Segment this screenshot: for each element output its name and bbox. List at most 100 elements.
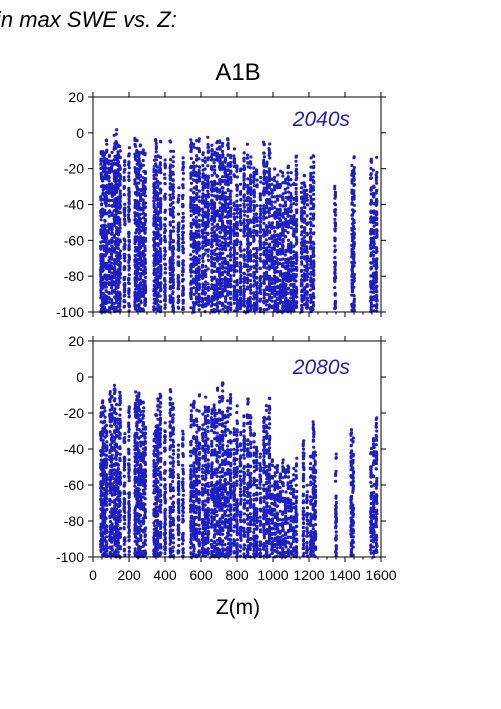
data-point — [110, 194, 114, 198]
data-point — [242, 234, 246, 238]
data-point — [181, 230, 185, 234]
data-point — [159, 171, 163, 175]
data-point — [221, 141, 225, 146]
data-point — [295, 288, 299, 292]
data-point — [154, 141, 158, 146]
data-point — [177, 306, 181, 310]
data-point — [309, 221, 313, 225]
data-point — [305, 283, 309, 287]
data-point — [168, 193, 172, 197]
data-point — [229, 253, 233, 257]
data-point — [104, 232, 108, 236]
data-point — [270, 296, 274, 300]
data-point — [163, 283, 167, 287]
data-point — [127, 208, 131, 212]
data-point — [206, 135, 210, 139]
data-point — [127, 276, 131, 281]
data-point — [198, 199, 202, 203]
data-point — [104, 224, 108, 228]
data-point — [212, 225, 216, 229]
data-point — [248, 267, 252, 271]
data-point — [239, 242, 243, 246]
data-point — [273, 286, 277, 290]
data-point — [101, 256, 105, 260]
data-point — [102, 159, 106, 163]
data-point — [107, 231, 111, 235]
data-point — [235, 260, 239, 265]
data-point — [268, 230, 272, 234]
data-point — [305, 222, 309, 226]
data-point — [156, 267, 160, 272]
data-point — [206, 164, 210, 168]
data-point — [118, 164, 122, 168]
data-point — [312, 217, 316, 221]
data-point — [262, 281, 266, 285]
data-point — [107, 159, 111, 163]
data-point — [291, 219, 296, 223]
data-point — [213, 219, 217, 223]
data-point — [259, 253, 263, 257]
data-point — [118, 300, 122, 304]
data-point — [105, 198, 109, 202]
data-point — [171, 258, 175, 262]
data-point — [206, 248, 210, 252]
data-point — [176, 260, 180, 264]
data-point — [235, 278, 239, 283]
panel-2040s: 200-20-40-60-80-100 2040s — [56, 89, 386, 320]
data-point — [104, 246, 109, 250]
data-point — [272, 281, 277, 285]
data-point — [163, 288, 167, 292]
data-point — [273, 268, 277, 272]
data-point — [299, 269, 303, 273]
data-point — [289, 205, 293, 209]
data-point — [245, 142, 249, 146]
data-point — [223, 199, 227, 203]
figure-heading: in max SWE vs. Z: — [0, 7, 177, 32]
data-point — [238, 203, 242, 208]
data-point — [305, 250, 309, 254]
data-point — [303, 226, 307, 230]
data-point — [156, 249, 160, 253]
data-point — [206, 267, 210, 271]
data-point — [176, 248, 180, 252]
data-point — [215, 235, 219, 239]
data-point — [305, 269, 309, 273]
data-point — [163, 231, 167, 235]
data-point — [275, 290, 279, 294]
data-point — [239, 277, 243, 281]
data-point — [197, 278, 201, 282]
data-point — [206, 233, 210, 237]
data-point — [191, 301, 195, 305]
data-point — [189, 138, 193, 142]
data-point — [220, 281, 224, 285]
data-point — [155, 185, 159, 190]
data-point — [176, 255, 180, 259]
data-point — [110, 198, 114, 202]
data-point — [312, 164, 316, 169]
data-point — [169, 149, 173, 153]
data-point — [206, 221, 210, 225]
data-point — [228, 258, 233, 262]
data-point — [163, 267, 167, 271]
data-point — [212, 181, 217, 185]
data-point — [105, 196, 109, 200]
data-point — [278, 207, 282, 211]
data-point — [235, 242, 239, 246]
data-point — [255, 286, 259, 290]
data-point — [239, 198, 243, 202]
data-point — [270, 235, 274, 239]
data-point — [118, 194, 122, 198]
data-point — [163, 158, 167, 162]
data-point — [248, 302, 252, 306]
data-point — [305, 193, 309, 197]
data-point — [181, 193, 185, 197]
data-point — [105, 290, 109, 294]
data-point — [312, 171, 316, 175]
data-point — [181, 268, 185, 272]
data-point — [255, 294, 259, 298]
data-point — [197, 209, 201, 213]
data-point — [242, 272, 247, 276]
data-point — [107, 188, 111, 193]
data-point — [127, 166, 131, 170]
data-point — [242, 164, 246, 168]
